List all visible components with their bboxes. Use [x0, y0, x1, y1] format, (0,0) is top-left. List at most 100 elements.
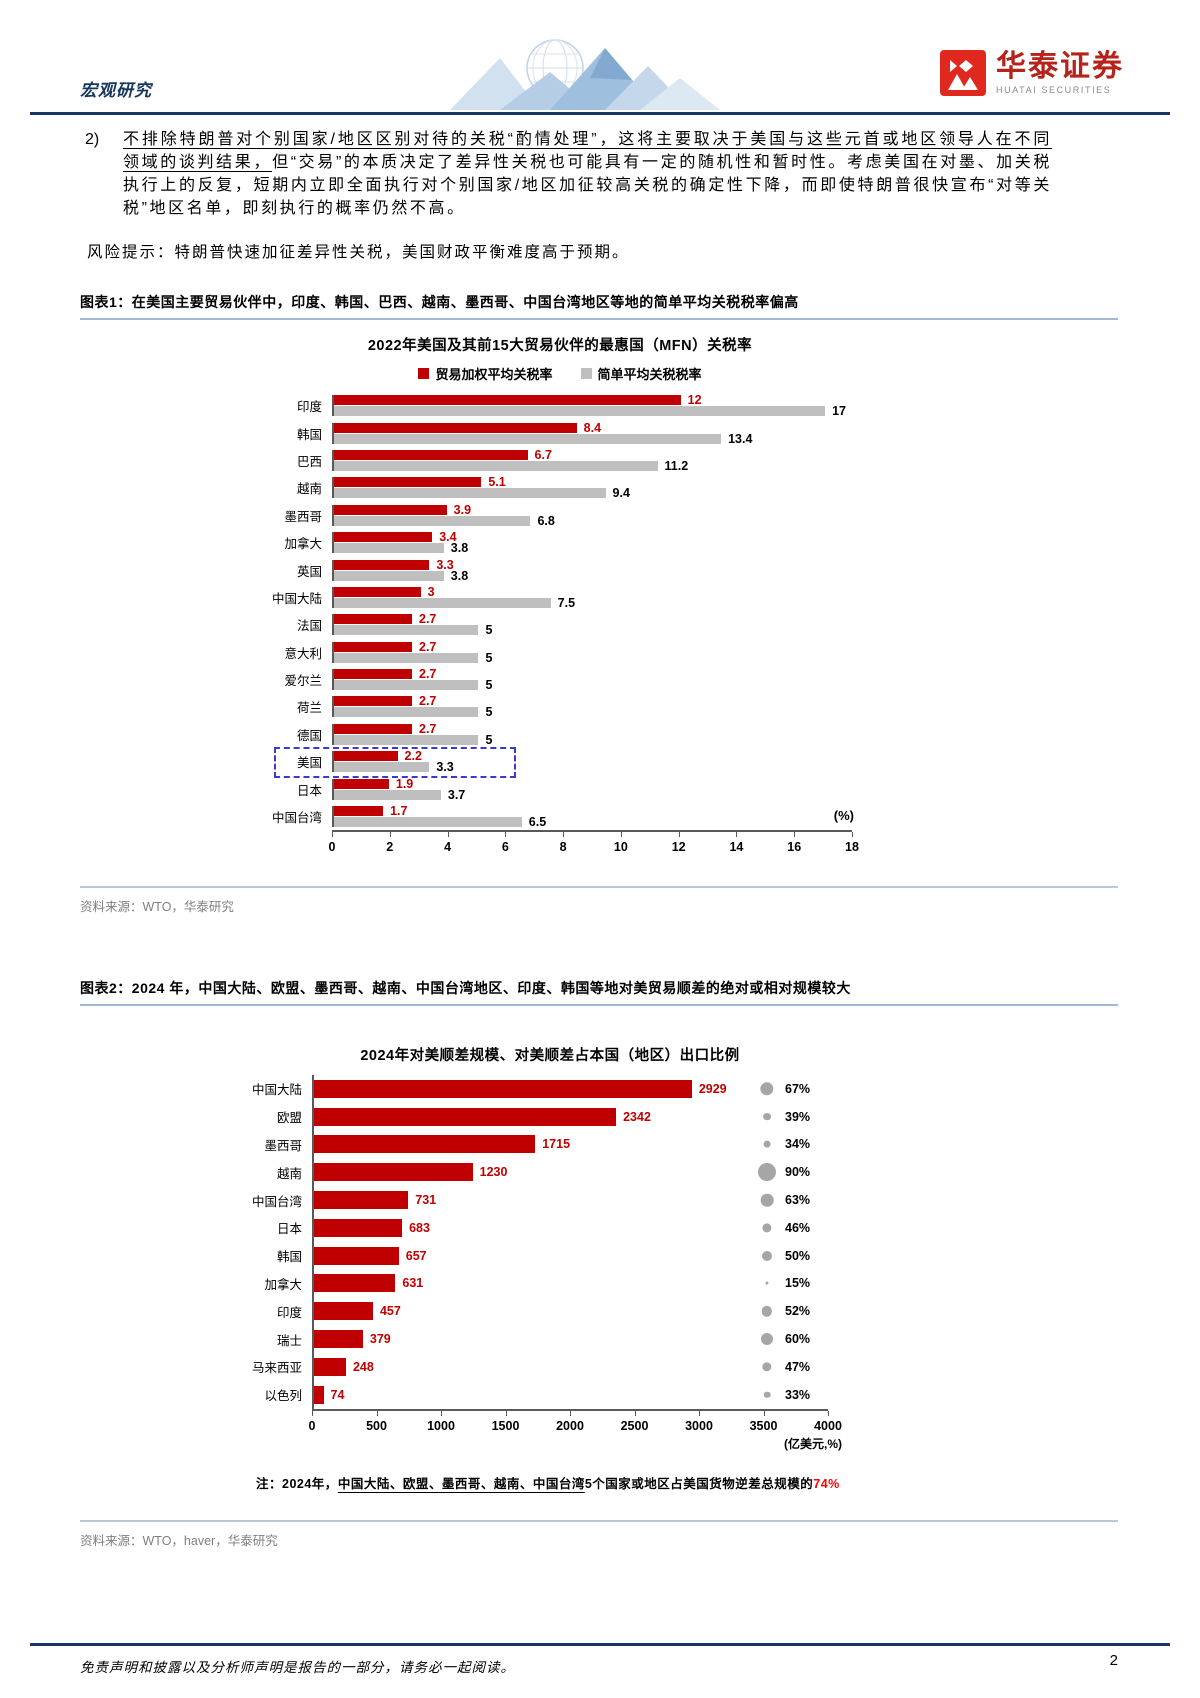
chart1-bar-line: 2.2	[334, 749, 854, 763]
bar-value-label: 3.3	[436, 557, 454, 572]
axis-tick-label: 8	[559, 840, 567, 855]
chart2-bar-area: 379 60%	[312, 1325, 830, 1353]
bubble-icon	[761, 1333, 773, 1346]
chart2-category-label: 印度	[276, 1305, 302, 1320]
chart2-bar-area: 248 47%	[312, 1352, 830, 1381]
bubble-icon	[758, 1163, 776, 1182]
legend-label: 贸易加权平均关税率	[435, 367, 553, 382]
weighted-tariff-bar	[334, 641, 412, 652]
axis-tick-label: 3000	[685, 1418, 713, 1433]
bar-value-label: 5	[485, 678, 493, 693]
export-share-label: 60%	[785, 1332, 811, 1347]
chart2-category-label: 墨西哥	[264, 1138, 302, 1153]
export-share-bubble	[761, 1306, 773, 1317]
axis-tick	[441, 1410, 442, 1416]
chart1-bar-line: 6.8	[334, 513, 854, 528]
chart2-bar-area: 74 33%	[312, 1380, 830, 1409]
chart2-unit-label: (亿美元,%)	[784, 1436, 842, 1451]
bar-value-label: 3.3	[436, 760, 454, 775]
chart2-row: 中国台湾 731 63%	[220, 1186, 880, 1214]
note-percent-highlight: 74%	[813, 1476, 840, 1491]
chart1-bar-line: 3.7	[334, 788, 854, 802]
export-share-bubble	[761, 1333, 773, 1346]
export-share-bubble	[762, 1223, 772, 1233]
surplus-bar	[314, 1135, 536, 1154]
bar-value-label: 5.1	[488, 475, 506, 490]
axis-tick	[389, 832, 391, 838]
chart2-title: 2024年对美顺差规模、对美顺差占本国（地区）出口比例	[360, 1048, 740, 1064]
bar-value-label: 2.7	[419, 639, 437, 654]
bar-value-label: 3.4	[439, 530, 457, 545]
axis-tick	[736, 832, 738, 838]
bar-value-label: 6.7	[534, 447, 552, 462]
chart1-bar-line: 11.2	[334, 458, 854, 473]
chart1-bar-group: 2.7 5	[332, 694, 854, 720]
surplus-bar	[314, 1191, 409, 1210]
chart1-category-label: 荷兰	[296, 701, 322, 716]
bar-value-label: 683	[409, 1220, 430, 1235]
surplus-bar	[314, 1357, 346, 1376]
simple-tariff-bar	[334, 460, 658, 471]
bar-value-label: 2.7	[419, 612, 437, 627]
paragraph-text: 不排除特朗普对个别国家/地区区别对待的关税“酌情处理”，这将主要取决于美国与这些…	[123, 128, 1052, 220]
chart2-x-axis: (亿美元,%) 0 500 1000 1500 2000 2500 3000 3500 4000	[309, 1408, 842, 1457]
weighted-tariff-bar	[334, 477, 482, 488]
chart1-bar-group: 3.9 6.8	[332, 503, 854, 528]
axis-tick	[634, 1410, 636, 1416]
chart1-bar-group: 1.9 3.7	[332, 777, 854, 802]
bar-value-label: 6.8	[537, 513, 555, 528]
chart1-row: 越南 5.1 9.4	[240, 474, 880, 501]
surplus-bar	[314, 1302, 373, 1321]
chart1-title: 2022年美国及其前15大贸易伙伴的最惠国（MFN）关税率	[367, 338, 753, 354]
chart2-plot: 中国大陆 2929 67% 欧盟 2342 39% 墨西哥 1715 34% 越南 1230 90% 中…	[220, 1075, 880, 1409]
simple-tariff-bar	[334, 570, 444, 581]
chart1-bar-line: 3.8	[334, 569, 854, 583]
chart1-bar-line: 5	[334, 651, 854, 665]
bar-value-label: 2342	[623, 1109, 651, 1124]
chart1-row: 法国 2.7 5	[240, 611, 880, 638]
bar-value-label: 731	[415, 1193, 437, 1208]
chart1-category-label: 德国	[296, 728, 322, 743]
chart1-plot: 印度 12 17 韩国 8.4 13.4 巴西 6.7 11.2 越南 5.1 9.4 墨西哥 3.9 6.…	[240, 392, 880, 830]
chart1-bar-group: 5.1 9.4	[332, 475, 854, 500]
chart2-bar-area: 731 63%	[312, 1186, 830, 1214]
chart1-row: 英国 3.3 3.8	[240, 556, 880, 583]
simple-tariff-bar	[334, 789, 441, 800]
axis-tick-label: 2000	[556, 1418, 584, 1433]
chart1-bar-line: 2.7	[334, 694, 854, 708]
chart1-legend: 贸易加权平均关税率 简单平均关税税率	[240, 364, 880, 383]
chart2-category-label: 中国大陆	[251, 1083, 302, 1098]
axis-tick	[332, 832, 333, 838]
footer-rule	[30, 1643, 1170, 1646]
chart1-category-label: 意大利	[284, 646, 322, 661]
chart2-category-label: 中国台湾	[251, 1194, 302, 1209]
figure-1: 图表1：在美国主要贸易伙伴中，印度、韩国、巴西、越南、墨西哥、中国台湾地区等地的…	[80, 292, 1118, 915]
chart1-row: 巴西 6.7 11.2	[240, 447, 880, 474]
us-highlight-box	[274, 747, 516, 779]
simple-tariff-bar	[334, 543, 444, 554]
simple-tariff-bar	[334, 817, 522, 828]
axis-tick	[312, 1410, 313, 1416]
chart1-bar-line: 2.7	[334, 667, 854, 681]
export-share-label: 46%	[785, 1220, 811, 1235]
bar-value-label: 13.4	[728, 431, 753, 446]
chart1-bar-line: 5	[334, 623, 854, 637]
chart1-row: 墨西哥 3.9 6.8	[240, 502, 880, 529]
weighted-tariff-bar	[334, 532, 433, 543]
bar-value-label: 5	[485, 705, 493, 720]
weighted-tariff-bar	[334, 586, 421, 597]
figure-2: 图表2：2024 年，中国大陆、欧盟、墨西哥、越南、中国台湾地区、印度、韩国等地…	[80, 978, 1118, 1549]
simple-tariff-bar	[334, 762, 430, 773]
page-number: 2	[1109, 1652, 1118, 1669]
bar-value-label: 11.2	[664, 458, 689, 473]
weighted-tariff-bar	[334, 504, 447, 515]
chart2-bar-area: 1715 34%	[312, 1130, 830, 1159]
chart2-note: 注：2024年，中国大陆、欧盟、墨西哥、越南、中国台湾5个国家或地区占美国货物逆…	[256, 1473, 880, 1492]
axis-tick-label: 0	[328, 840, 336, 855]
weighted-tariff-bar	[334, 696, 412, 707]
export-share-bubble	[763, 1141, 771, 1148]
chart2-bar-area: 657 50%	[312, 1241, 830, 1270]
surplus-bar	[314, 1107, 617, 1126]
simple-tariff-bar	[334, 625, 479, 636]
axis-tick-label: 10	[613, 840, 628, 855]
